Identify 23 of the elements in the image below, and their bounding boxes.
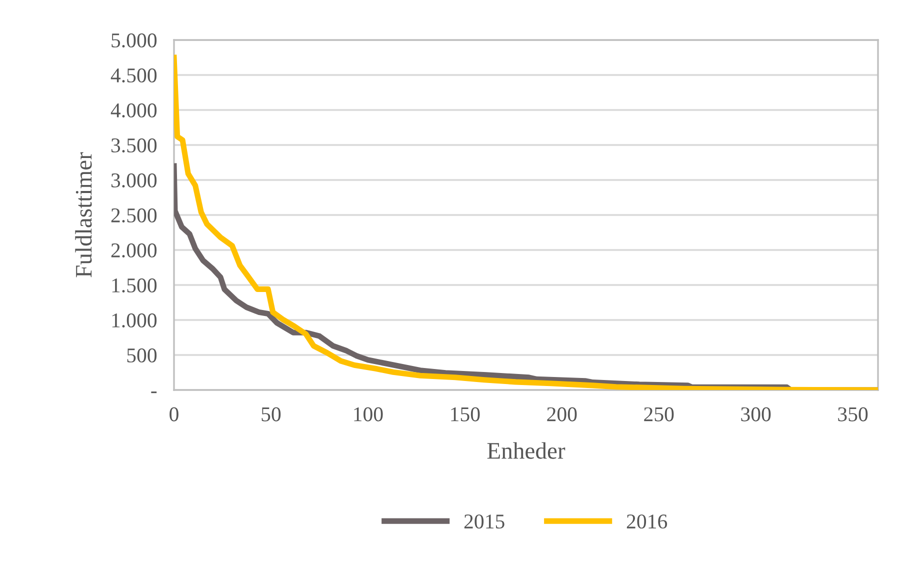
legend-label: 2016 — [626, 514, 668, 529]
y-tick-label: - — [151, 392, 157, 394]
y-tick-label: 2.000 — [111, 243, 157, 258]
y-axis-title: Fuldlasttimer — [75, 152, 92, 278]
x-tick-label: 150 — [451, 407, 480, 422]
x-axis-title: Enheder — [487, 442, 566, 459]
x-tick-label: 250 — [644, 407, 674, 422]
y-tick-label: 5.000 — [112, 33, 157, 48]
x-tick-label: 100 — [354, 407, 383, 422]
x-tick-label: 0 — [170, 407, 178, 422]
x-tick-label: 50 — [262, 407, 281, 422]
x-tick-label: 300 — [741, 407, 771, 422]
y-tick-label: 3.000 — [111, 173, 157, 188]
y-tick-label: 500 — [127, 348, 157, 362]
y-tick-label: 1.000 — [112, 313, 157, 328]
y-tick-label: 4.500 — [110, 68, 157, 83]
y-tick-label: 1.500 — [112, 278, 157, 293]
y-tick-label: 3.500 — [111, 138, 157, 153]
legend-label: 2015 — [464, 514, 504, 529]
y-tick-label: 2.500 — [111, 208, 157, 223]
x-tick-label: 350 — [838, 407, 868, 422]
y-tick-label: 4.000 — [110, 103, 157, 118]
x-tick-label: 200 — [547, 407, 577, 422]
